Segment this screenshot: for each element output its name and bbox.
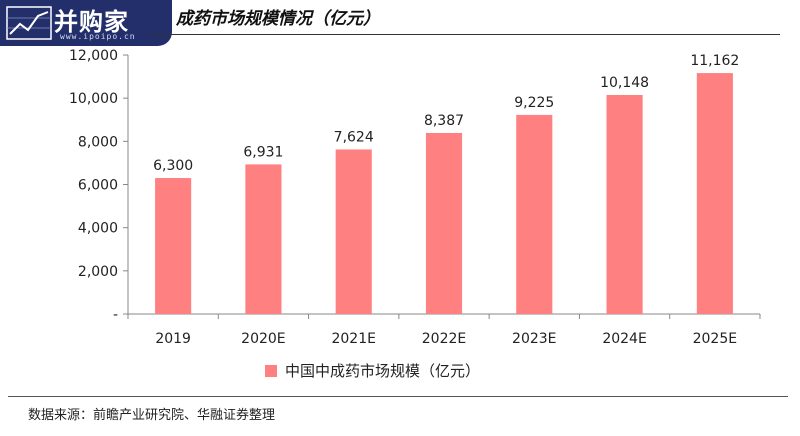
chart-title: 成药市场规模情况（亿元） — [176, 9, 380, 29]
y-tick-label: 2,000 — [78, 264, 118, 280]
logo: 并购家 www.ipoipo.cn — [0, 0, 172, 46]
footer-divider — [8, 396, 788, 397]
y-tick-label: 6,000 — [78, 178, 118, 194]
y-tick-label: 12,000 — [69, 48, 118, 64]
bar — [245, 164, 282, 314]
data-label: 6,300 — [153, 158, 193, 174]
bar — [696, 73, 733, 315]
y-tick-label: - — [113, 307, 118, 323]
x-tick-label: 2023E — [512, 331, 556, 347]
data-label: 6,931 — [243, 144, 283, 160]
x-tick-label: 2025E — [693, 331, 737, 347]
logo-text: 并购家 — [54, 8, 129, 36]
legend-label: 中国中成药市场规模（亿元） — [285, 362, 481, 380]
data-label: 8,387 — [424, 113, 464, 129]
data-label: 10,148 — [600, 75, 649, 91]
bar — [335, 149, 372, 314]
logo-url: www.ipoipo.cn — [60, 32, 136, 41]
data-label: 9,225 — [514, 95, 554, 111]
bar — [606, 94, 643, 314]
bar — [155, 178, 192, 314]
title-divider — [150, 34, 780, 35]
logo-chart-icon — [6, 6, 52, 40]
x-tick-label: 2021E — [331, 331, 375, 347]
chart-legend: 中国中成药市场规模（亿元） — [265, 360, 480, 381]
data-label: 7,624 — [334, 129, 374, 145]
source-note: 数据来源：前瞻产业研究院、华融证券整理 — [28, 408, 276, 423]
x-tick-label: 2019 — [155, 331, 191, 347]
y-tick-label: 4,000 — [78, 221, 118, 237]
y-tick-label: 8,000 — [78, 134, 118, 150]
bar — [516, 114, 553, 314]
x-tick-label: 2020E — [241, 331, 285, 347]
y-tick-label: 10,000 — [69, 91, 118, 107]
bar — [425, 132, 463, 314]
data-label: 11,162 — [690, 53, 739, 69]
legend-swatch — [265, 364, 277, 377]
x-tick-label: 2024E — [602, 331, 646, 347]
x-tick-label: 2022E — [422, 331, 466, 347]
